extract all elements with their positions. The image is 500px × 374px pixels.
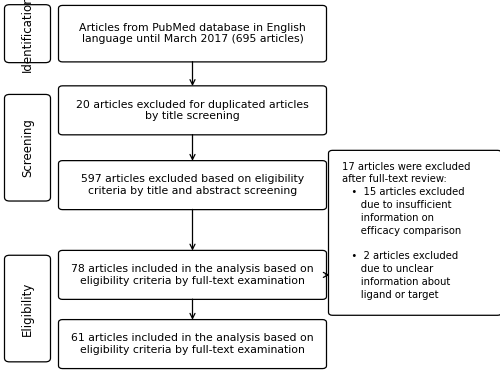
Text: Screening: Screening: [21, 118, 34, 177]
Text: 20 articles excluded for duplicated articles
by title screening: 20 articles excluded for duplicated arti…: [76, 99, 309, 121]
FancyBboxPatch shape: [328, 150, 500, 315]
FancyBboxPatch shape: [4, 95, 51, 201]
FancyBboxPatch shape: [4, 255, 51, 362]
Text: Eligibility: Eligibility: [21, 281, 34, 336]
FancyBboxPatch shape: [58, 86, 326, 135]
Text: 61 articles included in the analysis based on
eligibility criteria by full-text : 61 articles included in the analysis bas…: [71, 333, 314, 355]
Text: Articles from PubMed database in English
language until March 2017 (695 articles: Articles from PubMed database in English…: [79, 23, 306, 45]
Text: Identification: Identification: [21, 0, 34, 73]
Text: 597 articles excluded based on eligibility
criteria by title and abstract screen: 597 articles excluded based on eligibili…: [81, 174, 304, 196]
FancyBboxPatch shape: [58, 251, 326, 299]
FancyBboxPatch shape: [58, 319, 326, 369]
FancyBboxPatch shape: [58, 161, 326, 209]
Text: 17 articles were excluded
after full-text review:
   •  15 articles excluded
   : 17 articles were excluded after full-tex…: [342, 162, 470, 300]
FancyBboxPatch shape: [4, 5, 51, 62]
Text: 78 articles included in the analysis based on
eligibility criteria by full-text : 78 articles included in the analysis bas…: [71, 264, 314, 286]
FancyBboxPatch shape: [58, 6, 326, 62]
